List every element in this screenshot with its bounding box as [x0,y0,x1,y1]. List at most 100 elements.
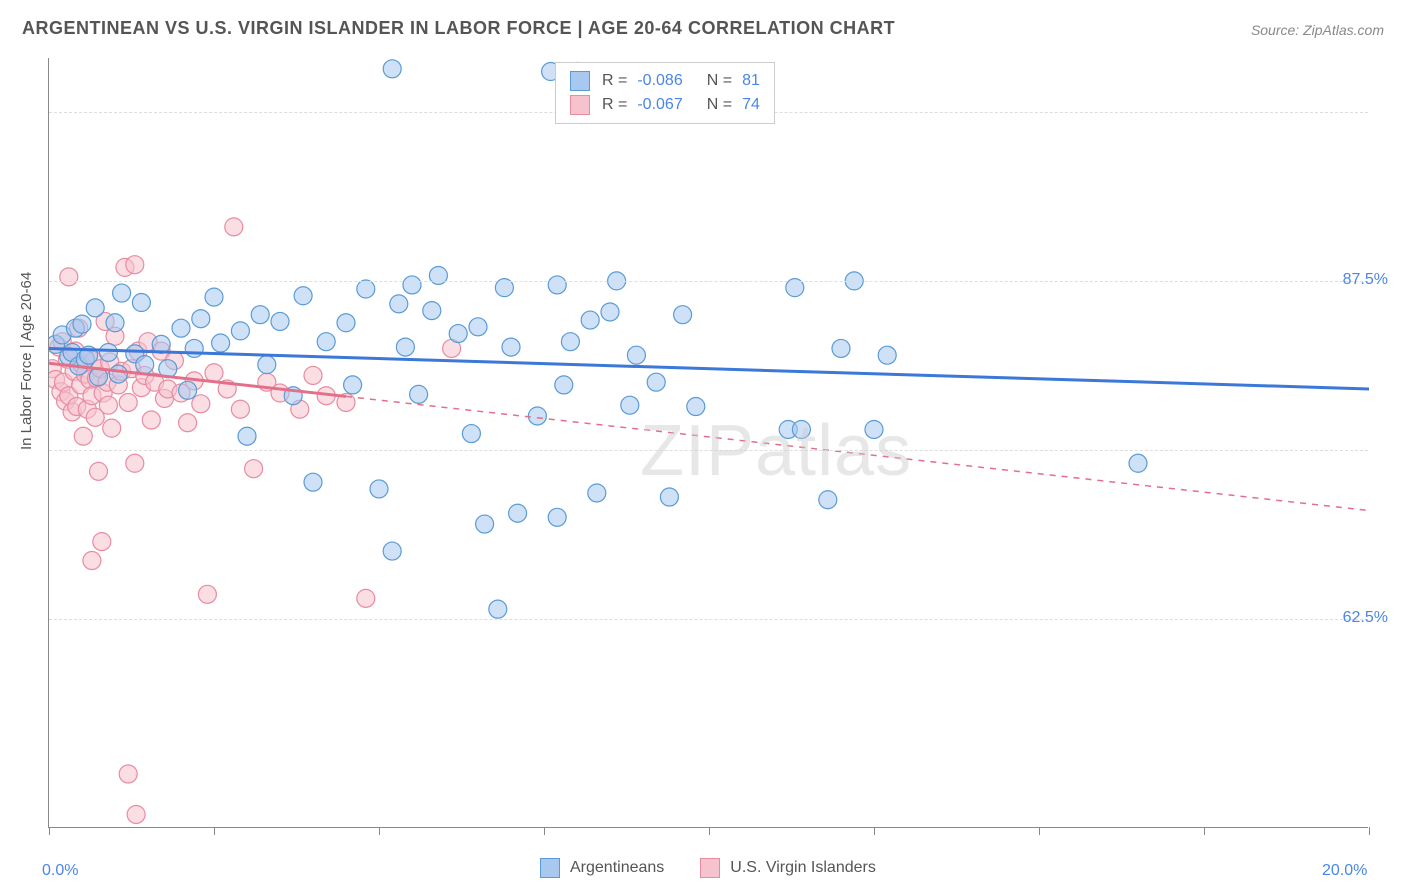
trend-line [49,348,1369,389]
series-legend: Argentineans U.S. Virgin Islanders [540,858,876,878]
source-attribution: Source: ZipAtlas.com [1251,22,1384,38]
x-tick [874,827,875,835]
x-tick [214,827,215,835]
scatter-point [258,356,276,374]
scatter-point [103,419,121,437]
scatter-point [238,427,256,445]
scatter-point [396,338,414,356]
n-label: N = [707,93,732,117]
scatter-point [109,365,127,383]
scatter-point [205,364,223,382]
scatter-point [462,425,480,443]
scatter-point [489,600,507,618]
scatter-point [370,480,388,498]
legend-item: U.S. Virgin Islanders [700,858,876,878]
scatter-point [581,311,599,329]
legend-label-s1: Argentineans [570,859,664,877]
scatter-point [132,294,150,312]
scatter-point [304,366,322,384]
x-tick-label: 20.0% [1322,862,1367,880]
scatter-point [383,60,401,78]
scatter-point [212,334,230,352]
y-axis-label: In Labor Force | Age 20-64 [18,272,35,450]
trend-line-dashed [346,396,1369,510]
x-tick [1369,827,1370,835]
legend-swatch-pink [700,858,720,878]
scatter-point [198,585,216,603]
scatter-point [674,306,692,324]
scatter-point [687,398,705,416]
scatter-point [621,396,639,414]
scatter-point [357,280,375,298]
scatter-point [126,256,144,274]
x-tick-label: 0.0% [42,862,78,880]
x-tick [1204,827,1205,835]
scatter-point [449,325,467,343]
scatter-point [179,414,197,432]
scatter-point [561,333,579,351]
scatter-point [99,396,117,414]
scatter-point [423,302,441,320]
scatter-point [555,376,573,394]
scatter-point [205,288,223,306]
scatter-point [410,385,428,403]
scatter-point [469,318,487,336]
y-tick-label: 62.5% [1343,609,1388,627]
scatter-point [390,295,408,313]
scatter-point [192,395,210,413]
gridline-h [49,619,1368,620]
scatter-point [792,420,810,438]
scatter-point [119,393,137,411]
legend-item: Argentineans [540,858,664,878]
x-tick [709,827,710,835]
scatter-point [127,805,145,823]
y-tick-label: 87.5% [1343,271,1388,289]
scatter-point [136,356,154,374]
scatter-point [660,488,678,506]
scatter-point [627,346,645,364]
x-tick [544,827,545,835]
scatter-point [344,376,362,394]
scatter-point [73,315,91,333]
scatter-point [83,552,101,570]
chart-title: ARGENTINEAN VS U.S. VIRGIN ISLANDER IN L… [22,18,895,39]
scatter-point [509,504,527,522]
scatter-point [74,427,92,445]
scatter-point [60,268,78,286]
scatter-point [172,319,190,337]
scatter-point [647,373,665,391]
x-tick [1039,827,1040,835]
legend-swatch-blue [570,71,590,91]
scatter-point [502,338,520,356]
scatter-svg [49,58,1369,828]
scatter-point [185,339,203,357]
gridline-h [49,281,1368,282]
scatter-point [99,343,117,361]
chart-container: ARGENTINEAN VS U.S. VIRGIN ISLANDER IN L… [0,0,1406,892]
n-value-s1: 81 [742,69,760,93]
scatter-point [86,299,104,317]
scatter-point [1129,454,1147,472]
scatter-point [245,460,263,478]
scatter-point [383,542,401,560]
scatter-point [192,310,210,328]
scatter-point [271,312,289,330]
stats-legend-row: R = -0.086 N = 81 [570,69,760,93]
scatter-point [106,314,124,332]
scatter-point [251,306,269,324]
scatter-point [548,508,566,526]
scatter-point [865,420,883,438]
scatter-point [878,346,896,364]
stats-legend-row: R = -0.067 N = 74 [570,93,760,117]
scatter-point [231,400,249,418]
scatter-point [225,218,243,236]
scatter-point [231,322,249,340]
scatter-point [90,462,108,480]
scatter-point [476,515,494,533]
scatter-point [119,765,137,783]
scatter-point [548,276,566,294]
r-value-s2: -0.067 [637,93,682,117]
scatter-point [142,411,160,429]
plot-area [48,58,1368,828]
gridline-h [49,450,1368,451]
